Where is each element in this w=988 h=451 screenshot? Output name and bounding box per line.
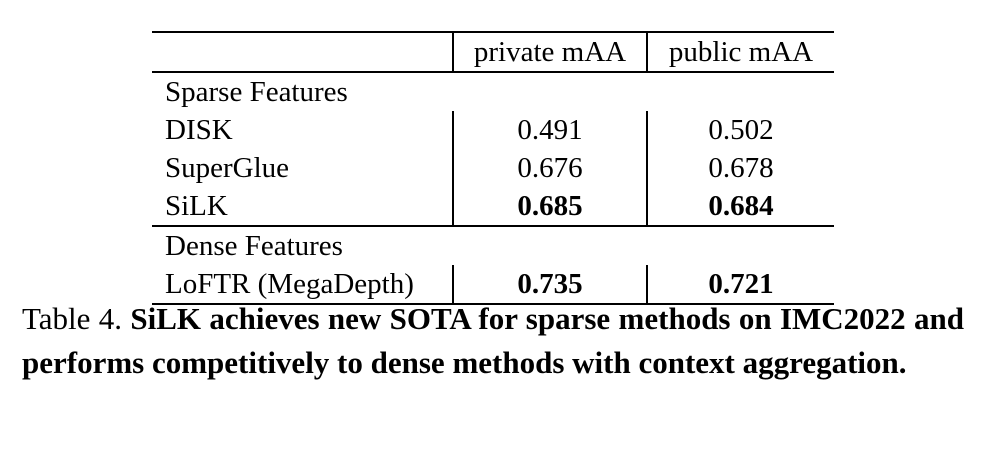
table-row: LoFTR (MegaDepth) 0.735 0.721 — [152, 265, 834, 305]
table-caption: Table 4. SiLK achieves new SOTA for spar… — [22, 297, 964, 385]
public-maa-cell: 0.684 — [708, 190, 774, 222]
table-row: SiLK 0.685 0.684 — [152, 187, 834, 226]
section-title-sparse: Sparse Features — [165, 76, 348, 108]
public-maa-cell: 0.678 — [708, 152, 774, 184]
private-maa-cell: 0.735 — [453, 265, 648, 305]
table-row: DISK 0.491 0.502 — [152, 111, 834, 149]
table-header-row: private mAA public mAA — [152, 31, 834, 73]
private-maa-cell: 0.676 — [453, 149, 648, 187]
section-row-dense: Dense Features — [152, 225, 834, 265]
header-private-maa: private mAA — [453, 31, 648, 73]
method-cell: DISK — [152, 111, 454, 149]
section-row-sparse: Sparse Features — [152, 72, 834, 111]
method-cell: SiLK — [152, 187, 454, 226]
public-maa-cell: 0.502 — [708, 114, 774, 146]
section-title-dense: Dense Features — [152, 225, 834, 265]
method-cell: SuperGlue — [152, 149, 454, 187]
results-table: private mAA public mAA Sparse Features D… — [152, 31, 834, 305]
caption-text: SiLK achieves new SOTA for sparse method… — [22, 301, 964, 380]
header-public-maa: public mAA — [647, 31, 834, 73]
header-empty-cell — [152, 31, 454, 73]
public-maa-cell: 0.721 — [647, 265, 834, 305]
table-row: SuperGlue 0.676 0.678 — [152, 149, 834, 187]
private-maa-cell: 0.491 — [453, 111, 648, 149]
private-maa-cell: 0.685 — [453, 187, 648, 226]
method-cell: LoFTR (MegaDepth) — [152, 265, 454, 305]
caption-label: Table 4. — [22, 301, 123, 336]
